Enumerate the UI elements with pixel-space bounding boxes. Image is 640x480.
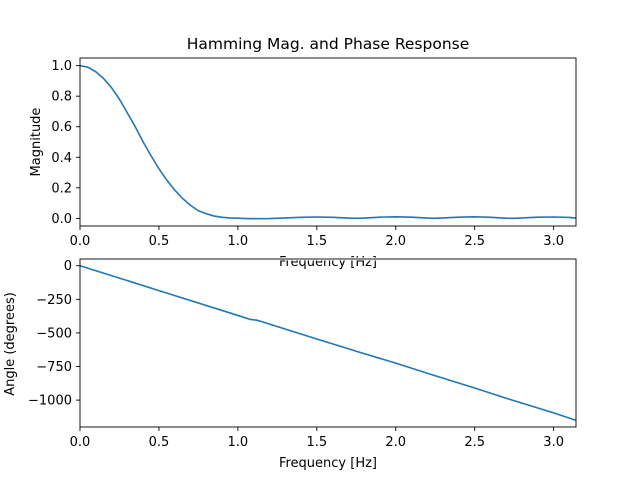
phase-subplot: 0.0 0.5 1.0 1.5 2.0 2.5 3.00−250−500−750−1000 …: [3, 258, 577, 471]
magnitude-x-tick-label: 2.5: [464, 234, 485, 249]
phase-x-tick-label: 0.5: [149, 435, 170, 450]
magnitude-y-tick-label: 0.0: [51, 212, 72, 227]
magnitude-response-line: [79, 64, 576, 220]
phase-x-tick-label: 2.0: [385, 435, 406, 450]
phase-response-line: [79, 264, 577, 422]
magnitude-x-tick-label: 1.0: [228, 234, 249, 249]
magnitude-x-tick-label: 3.0: [543, 234, 564, 249]
magnitude-y-axis-label: Magnitude: [29, 108, 44, 177]
magnitude-y-tick-label: 0.6: [51, 120, 72, 135]
magnitude-axis-ticks: 0.0 0.5 1.0 1.5 2.0 2.5 3.0 0.0 0.2 0.4 0.6 0.8 1.0: [51, 59, 564, 249]
magnitude-y-tick-label: 1.0: [51, 59, 72, 74]
magnitude-x-tick-label: 0.0: [70, 234, 91, 249]
phase-x-axis-label: Frequency [Hz]: [279, 456, 377, 471]
magnitude-x-axis-label: Frequency [Hz]: [279, 255, 377, 270]
phase-y-tick-label: −1000: [28, 394, 72, 409]
magnitude-x-tick-label: 1.5: [306, 234, 327, 249]
phase-x-tick-label: 1.0: [228, 435, 249, 450]
magnitude-subplot: Hamming Mag. and Phase Response 0.0 0.5 1.…: [29, 35, 577, 270]
phase-y-tick-label: −250: [36, 293, 72, 308]
phase-x-tick-label: 3.0: [543, 435, 564, 450]
magnitude-x-tick-label: 0.5: [149, 234, 170, 249]
magnitude-y-tick-label: 0.4: [51, 151, 72, 166]
phase-x-tick-label: 1.5: [306, 435, 327, 450]
magnitude-axes-frame: [79, 57, 577, 227]
phase-axis-ticks: 0.0 0.5 1.0 1.5 2.0 2.5 3.0 0 −250 −500 −750 −1000: [28, 259, 564, 450]
magnitude-x-tick-label: 2.0: [385, 234, 406, 249]
phase-y-axis-label: Angle (degrees): [3, 292, 18, 396]
phase-axes-frame: [79, 258, 577, 428]
magnitude-y-tick-label: 0.8: [51, 90, 72, 105]
magnitude-y-tick-label: 0.2: [51, 181, 72, 196]
phase-y-tick-label: −750: [36, 360, 72, 375]
phase-x-tick-label: 0.0: [70, 435, 91, 450]
phase-y-tick-label: −500: [36, 326, 72, 341]
chart-title: Hamming Mag. and Phase Response: [187, 35, 470, 53]
phase-y-tick-label: 0: [64, 259, 72, 274]
phase-x-tick-label: 2.5: [464, 435, 485, 450]
